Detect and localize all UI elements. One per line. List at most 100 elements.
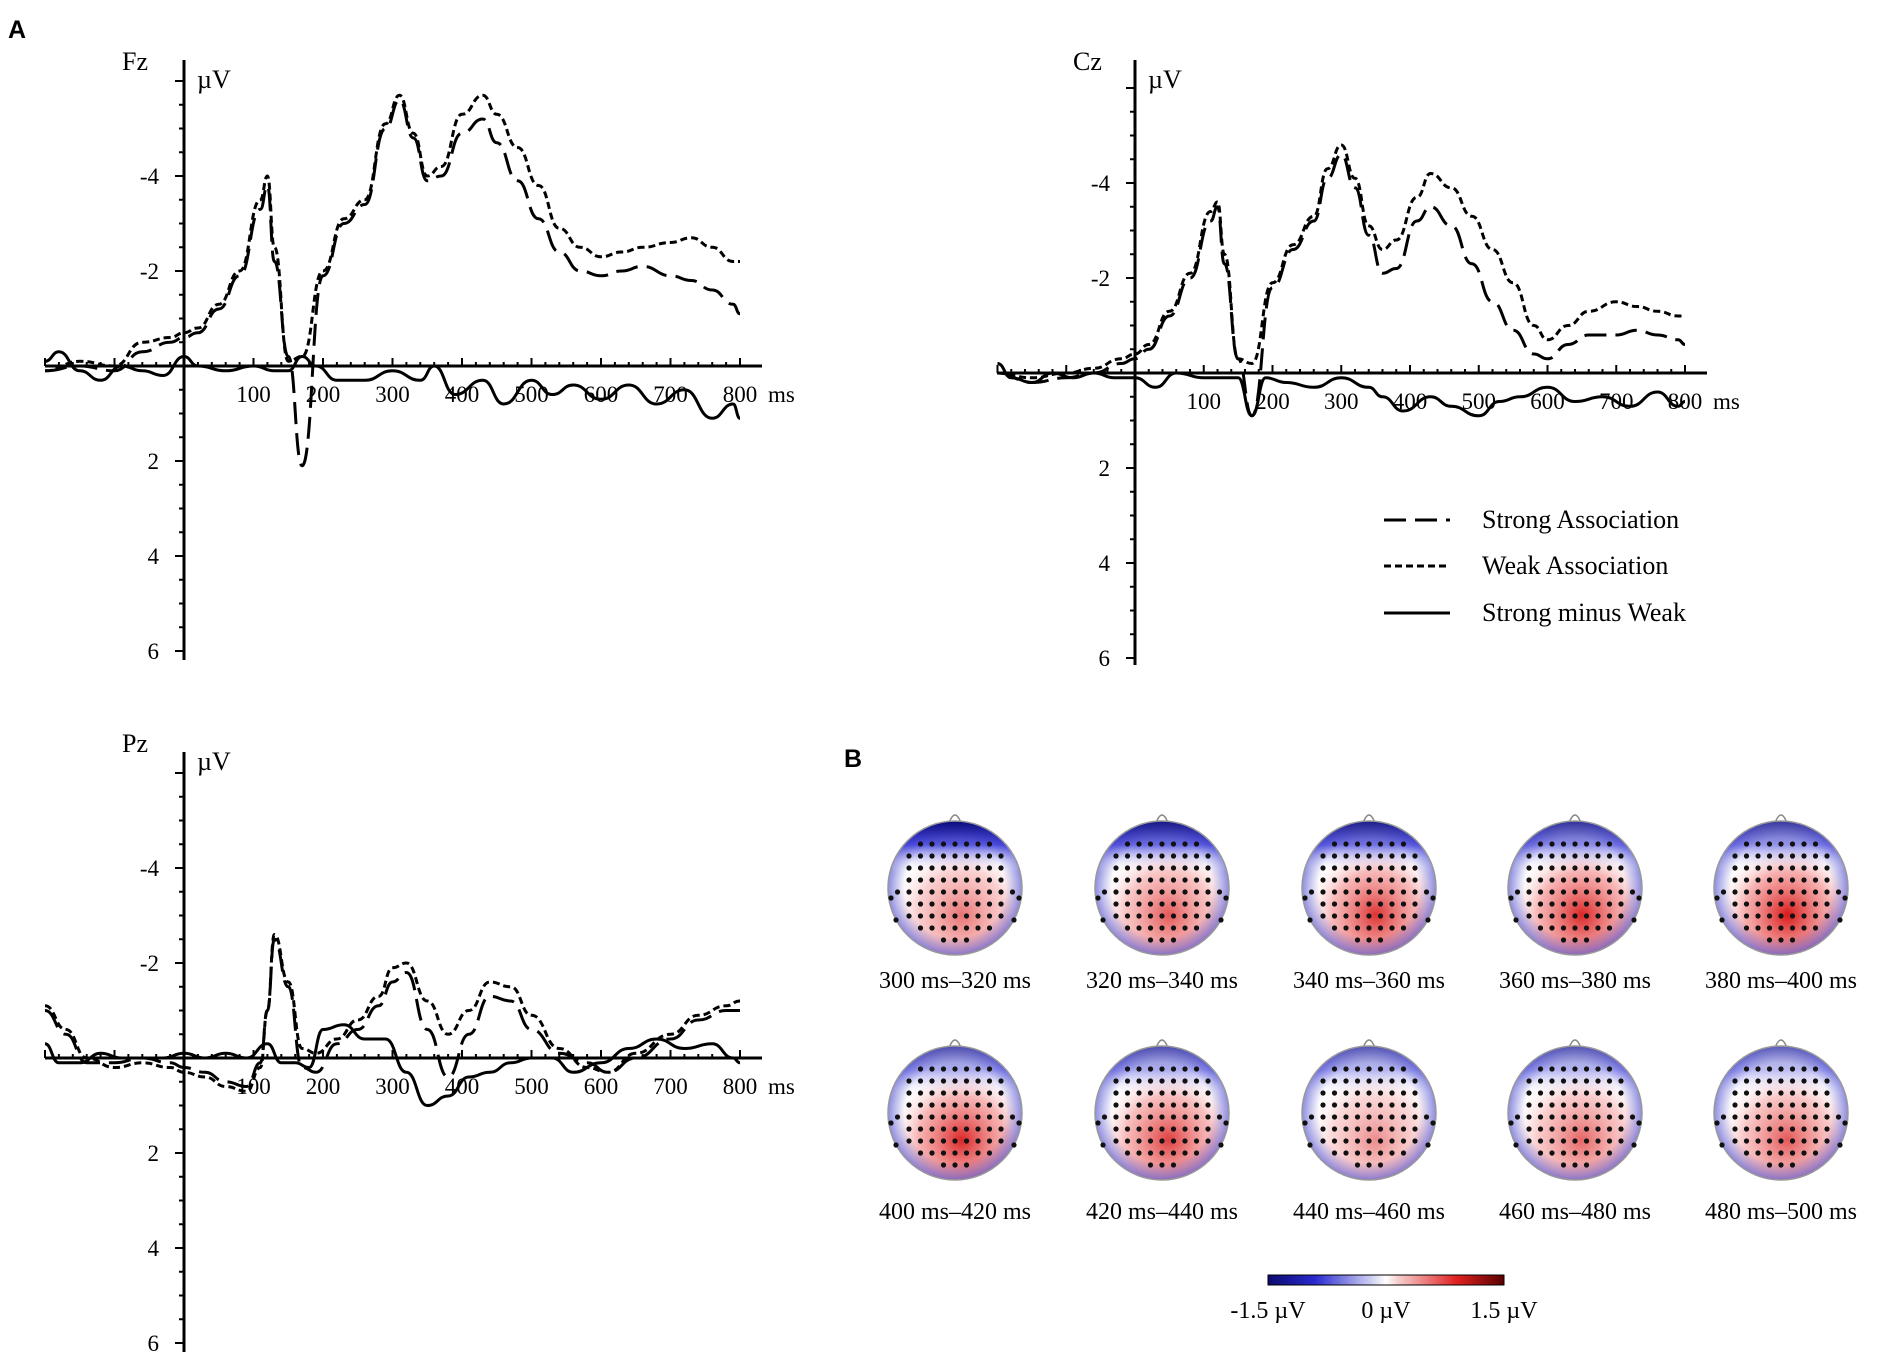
electrode-dot (1401, 1102, 1406, 1107)
electrode-dot (1572, 889, 1577, 894)
electrode-dot (1148, 1150, 1153, 1155)
electrode-dot (1205, 853, 1210, 858)
electrode-dot (929, 865, 934, 870)
electrode-dot (1767, 1090, 1772, 1095)
electrode-dot (1332, 1090, 1337, 1095)
electrode-dot (1194, 1114, 1199, 1119)
electrode-dot (975, 901, 980, 906)
electrode-dot (1332, 1102, 1337, 1107)
electrode-dot (964, 937, 969, 942)
electrode-dot (1744, 889, 1749, 894)
electrode-dot (998, 1078, 1003, 1083)
electrode-dot (1607, 1102, 1612, 1107)
electrode-dot (1159, 1066, 1164, 1071)
electrode-dot (1837, 1142, 1842, 1147)
x-unit-label: ms (768, 1074, 795, 1099)
electrode-dot (1755, 913, 1760, 918)
electrode-dot (1412, 853, 1417, 858)
electrode-dot (1355, 841, 1360, 846)
electrode-dot (1136, 877, 1141, 882)
electrode-dot (906, 1090, 911, 1095)
electrode-dot (1813, 841, 1818, 846)
electrode-dot (1125, 853, 1130, 858)
electrode-dot (1159, 1114, 1164, 1119)
electrode-dot (964, 1150, 969, 1155)
electrode-dot (1113, 1090, 1118, 1095)
electrode-dot (1618, 1078, 1623, 1083)
electrode-dot (929, 901, 934, 906)
electrode-dot (1412, 889, 1417, 894)
electrode-dot (1378, 1102, 1383, 1107)
electrode-dot (1309, 889, 1314, 894)
electrode-dot (1378, 889, 1383, 894)
electrode-dot (1561, 913, 1566, 918)
electrode-dot (1607, 1138, 1612, 1143)
electrode-dot (1538, 913, 1543, 918)
electrode-dot (1205, 901, 1210, 906)
electrode-dot (1102, 889, 1107, 894)
electrode-dot (941, 1126, 946, 1131)
electrode-dot (1515, 1114, 1520, 1119)
electrode-dot (1744, 1102, 1749, 1107)
y-tick-label: 6 (148, 1331, 160, 1355)
electrode-dot (1320, 1138, 1325, 1143)
electrode-dot (1125, 889, 1130, 894)
electrode-dot (1182, 1090, 1187, 1095)
electrode-dot (1320, 1078, 1325, 1083)
electrode-dot (1526, 1126, 1531, 1131)
electrode-dot (1401, 913, 1406, 918)
electrode-dot (1561, 853, 1566, 858)
electrode-dot (1538, 877, 1543, 882)
electrode-dot (1182, 925, 1187, 930)
electrode-dot (1778, 925, 1783, 930)
electrode-dot (1355, 901, 1360, 906)
electrode-dot (1801, 853, 1806, 858)
electrode-dot (1813, 1126, 1818, 1131)
electrode-dot (1136, 1126, 1141, 1131)
electrode-dot (1095, 1120, 1100, 1125)
electrode-dot (1171, 913, 1176, 918)
electrode-dot (918, 889, 923, 894)
electrode-dot (1378, 913, 1383, 918)
electrode-dot (1171, 1078, 1176, 1083)
electrode-dot (1584, 1102, 1589, 1107)
electrode-dot (1218, 917, 1223, 922)
electrode-dot (1355, 877, 1360, 882)
electrode-dot (1767, 913, 1772, 918)
electrode-dot (1182, 1114, 1187, 1119)
electrode-dot (1561, 925, 1566, 930)
electrode-dot (1366, 877, 1371, 882)
electrode-dot (1307, 917, 1312, 922)
electrode-dot (1538, 1102, 1543, 1107)
electrode-dot (1171, 853, 1176, 858)
electrode-dot (1538, 1078, 1543, 1083)
electrode-dot (1343, 1066, 1348, 1071)
electrode-dot (1343, 1078, 1348, 1083)
electrode-dot (1732, 877, 1737, 882)
electrode-dot (1343, 1138, 1348, 1143)
electrode-dot (964, 1090, 969, 1095)
electrode-dot (1778, 1126, 1783, 1131)
electrode-dot (1813, 1066, 1818, 1071)
electrode-dot (1016, 895, 1021, 900)
electrode-dot (1595, 1102, 1600, 1107)
electrode-dot (975, 1150, 980, 1155)
electrode-dot (1332, 841, 1337, 846)
electrode-dot (941, 1102, 946, 1107)
electrode-dot (918, 865, 923, 870)
electrode-dot (1320, 1090, 1325, 1095)
electrode-dot (952, 1078, 957, 1083)
electrode-dot (1572, 1066, 1577, 1071)
electrode-dot (1125, 1078, 1130, 1083)
electrode-dot (1320, 853, 1325, 858)
electrode-dot (1343, 1090, 1348, 1095)
electrode-dot (1813, 853, 1818, 858)
electrode-dot (1790, 1150, 1795, 1155)
electrode-dot (1714, 895, 1719, 900)
electrode-dot (1572, 1090, 1577, 1095)
electrode-dot (1714, 1120, 1719, 1125)
electrode-dot (1125, 925, 1130, 930)
electrode-dot (1572, 865, 1577, 870)
electrode-dot (1526, 1114, 1531, 1119)
electrode-dot (1744, 1126, 1749, 1131)
